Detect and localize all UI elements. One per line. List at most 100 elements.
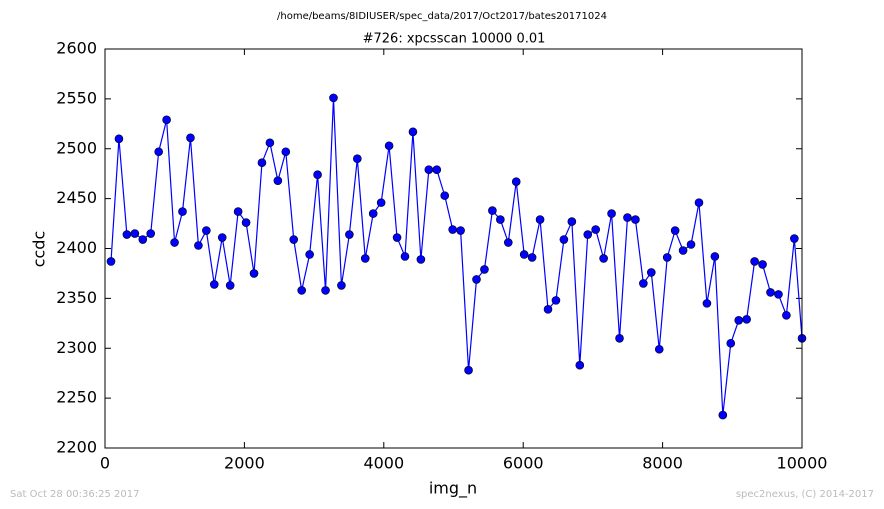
data-point [543, 305, 553, 314]
footer-credit: spec2nexus, (C) 2014-2017 [736, 489, 874, 500]
data-point [194, 241, 203, 250]
data-point [170, 238, 179, 247]
data-point [162, 115, 171, 125]
data-point [702, 299, 712, 308]
data-point [527, 253, 537, 262]
data-point [647, 268, 656, 277]
data-point [178, 207, 187, 216]
data-point [416, 255, 426, 264]
data-point [392, 233, 402, 242]
data-point [694, 198, 704, 207]
data-point [750, 257, 759, 266]
data-point [313, 170, 322, 179]
data-point [662, 253, 672, 262]
data-point [368, 209, 378, 218]
data-point [758, 260, 767, 269]
y-axis-label: ccdc [30, 231, 49, 268]
plot-frame [104, 48, 803, 449]
data-point [376, 198, 386, 207]
y-tick-label: 2350 [56, 288, 97, 307]
footer-date: Sat Oct 28 00:36:25 2017 [10, 489, 140, 500]
data-point [241, 218, 251, 227]
data-point [186, 133, 195, 143]
data-point [519, 250, 529, 259]
page-title: /home/beams/8IDIUSER/spec_data/2017/Oct2… [277, 11, 607, 22]
data-point [106, 257, 116, 266]
data-point [623, 213, 632, 222]
data-point [281, 147, 291, 157]
data-point [686, 240, 696, 249]
data-point [265, 138, 275, 148]
data-point [559, 235, 569, 244]
y-tick-label: 2250 [56, 388, 97, 407]
data-point [742, 315, 751, 324]
data-point [480, 265, 489, 274]
data-line [110, 97, 803, 416]
y-tick-label: 2600 [56, 39, 97, 58]
chart-title: #726: xpcsscan 10000 0.01 [363, 32, 546, 47]
data-point [114, 134, 124, 144]
data-point [726, 338, 736, 348]
data-point [273, 176, 283, 185]
data-point [400, 252, 410, 261]
data-point [345, 230, 354, 239]
data-point [360, 254, 370, 263]
data-point [615, 333, 624, 343]
data-point [678, 246, 688, 255]
data-point [138, 235, 148, 244]
data-point [607, 209, 616, 218]
data-point [305, 250, 314, 259]
data-point [440, 191, 450, 200]
data-point [631, 215, 640, 224]
data-point [639, 279, 648, 288]
data-point [337, 281, 346, 290]
data-point [456, 226, 465, 235]
data-point [583, 230, 593, 239]
data-point [670, 226, 680, 235]
data-point [154, 147, 163, 157]
data-point [535, 215, 545, 224]
data-point [432, 165, 442, 174]
data-point [209, 280, 219, 289]
data-point [384, 141, 394, 151]
y-tick-label: 2500 [56, 138, 97, 157]
data-point [790, 234, 799, 243]
data-point [488, 206, 497, 215]
data-point [424, 165, 434, 174]
data-point [353, 154, 362, 164]
y-tick-label: 2300 [56, 338, 97, 357]
y-tick-label: 2400 [56, 238, 97, 257]
data-point [734, 316, 744, 325]
x-tick-label: 8000 [642, 454, 683, 473]
data-point [654, 344, 664, 354]
data-point [217, 233, 227, 242]
y-tick-label: 2450 [56, 188, 97, 207]
data-point [567, 217, 577, 226]
y-tick-label: 2550 [56, 88, 97, 107]
x-tick-label: 0 [100, 454, 110, 473]
x-tick-label: 6000 [503, 454, 544, 473]
data-point [249, 269, 259, 278]
data-point [496, 215, 505, 224]
data-point [146, 229, 156, 238]
data-point [321, 286, 330, 295]
data-point [472, 275, 481, 284]
data-point [408, 127, 418, 137]
data-point [503, 238, 513, 247]
data-point [782, 311, 791, 320]
data-point [329, 93, 338, 103]
data-point [464, 365, 473, 375]
data-point [289, 235, 299, 244]
data-point [710, 252, 720, 261]
data-point [202, 226, 211, 235]
data-point [448, 225, 457, 234]
x-tick-label: 2000 [224, 454, 265, 473]
x-tick-label: 4000 [363, 454, 404, 473]
data-point [257, 158, 267, 168]
data-point [591, 225, 600, 234]
y-tick-label: 2200 [56, 438, 97, 457]
data-point [233, 207, 243, 216]
data-point [575, 360, 585, 370]
data-point [551, 296, 561, 305]
